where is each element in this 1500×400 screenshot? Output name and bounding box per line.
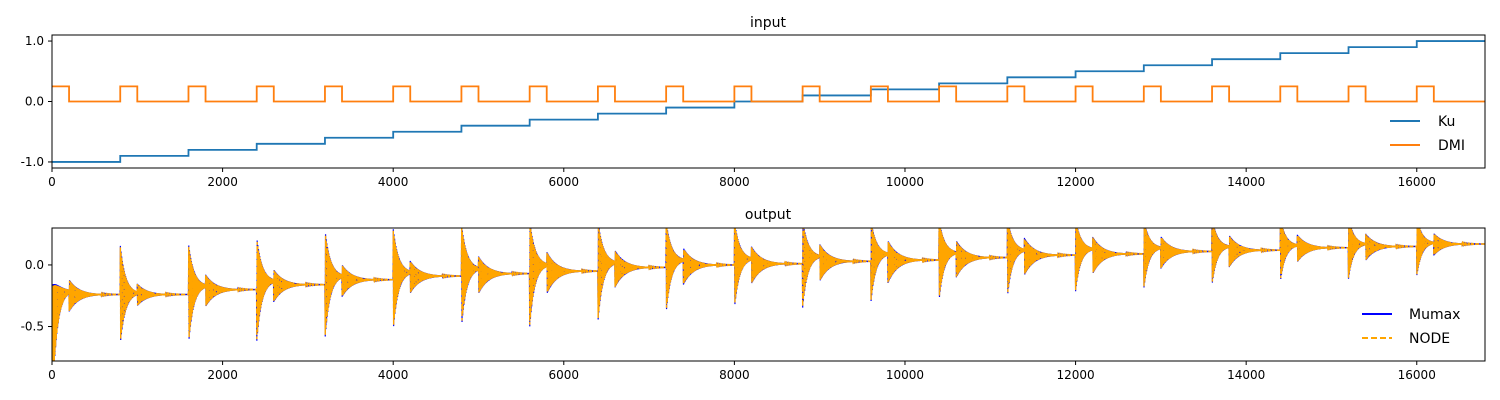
output-ytick-label: 0.0	[25, 258, 44, 272]
output-axes-frame	[51, 227, 1486, 362]
legend-label-dmi: DMI	[1438, 138, 1465, 154]
output-title: output	[745, 207, 792, 223]
input-xtick-label: 6000	[549, 175, 580, 189]
input-ytick-label: 1.0	[25, 34, 44, 48]
input-xtick-label: 4000	[378, 175, 409, 189]
legend-label-ku: Ku	[1438, 114, 1455, 130]
input-series-group	[52, 40, 1485, 163]
output-xtick-label: 4000	[378, 368, 409, 382]
output-series-group	[52, 228, 1485, 361]
output-xtick-label: 2000	[207, 368, 238, 382]
output-xtick-label: 10000	[886, 368, 924, 382]
output-ticks: 0 2000 4000 6000 8000 10000 12000 14000 16000 0.0…	[21, 258, 1436, 382]
input-xtick-label: 14000	[1227, 175, 1265, 189]
output-xtick-label: 6000	[549, 368, 580, 382]
input-xtick-label: 10000	[886, 175, 924, 189]
output-ytick-label: -0.5	[21, 320, 44, 334]
input-xtick-label: 0	[48, 175, 56, 189]
input-ytick-label: 0.0	[25, 95, 44, 109]
output-subplot: output 0 2000 4000 6000 8000 10000 12000 14000 1…	[21, 207, 1486, 382]
legend-label-mumax: Mumax	[1409, 307, 1460, 323]
input-title: input	[750, 15, 787, 31]
legend-label-node: NODE	[1409, 331, 1450, 347]
input-subplot: input 0 2000 4000 6000 8000 10000 12000 14000 16…	[21, 15, 1486, 189]
output-xtick-label: 12000	[1056, 368, 1094, 382]
input-xtick-label: 12000	[1056, 175, 1094, 189]
output-xtick-label: 8000	[719, 368, 750, 382]
output-xtick-label: 14000	[1227, 368, 1265, 382]
dmi-line	[52, 85, 1485, 103]
output-legend: Mumax NODE	[1362, 307, 1460, 347]
node-line	[52, 228, 1485, 361]
input-xtick-label: 8000	[719, 175, 750, 189]
input-xtick-label: 2000	[207, 175, 238, 189]
mumax-line	[52, 228, 1485, 361]
input-ytick-label: -1.0	[21, 155, 44, 169]
input-ticks: 0 2000 4000 6000 8000 10000 12000 14000 16000 1.0…	[21, 34, 1436, 189]
input-legend: Ku DMI	[1390, 114, 1465, 154]
input-xtick-label: 16000	[1398, 175, 1436, 189]
output-xtick-label: 0	[48, 368, 56, 382]
output-xtick-label: 16000	[1398, 368, 1436, 382]
